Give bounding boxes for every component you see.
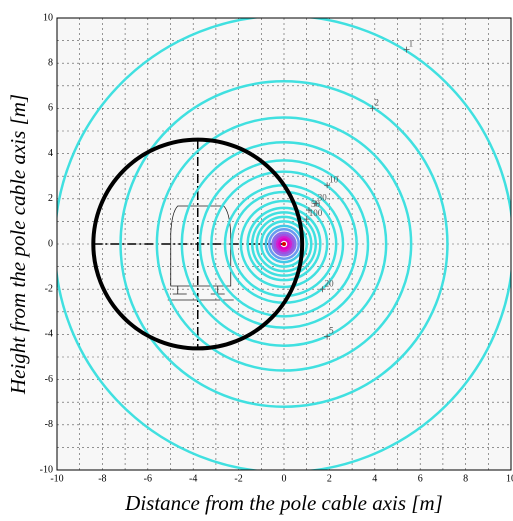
contour-label: 20 — [325, 278, 335, 288]
y-tick-label: -2 — [45, 283, 53, 294]
x-tick-label: -2 — [234, 473, 242, 484]
chart: 12510203050100 Distance from the pole ca… — [0, 0, 513, 521]
y-tick-label: -4 — [45, 329, 53, 340]
contour-label: 5 — [329, 326, 334, 336]
x-tick-label: 4 — [372, 473, 377, 484]
x-tick-label: 0 — [282, 473, 287, 484]
x-tick-label: 10 — [506, 473, 513, 484]
contour-label: 1 — [409, 39, 414, 49]
y-tick-label: 8 — [48, 57, 53, 68]
y-axis-label: Height from the pole cable axis [m] — [6, 94, 30, 395]
contour-label: 10 — [329, 174, 339, 184]
contour-label: 2 — [375, 97, 380, 107]
y-tick-label: 0 — [48, 238, 53, 249]
x-tick-label: -4 — [189, 473, 197, 484]
cable — [282, 242, 286, 246]
y-tick-label: 4 — [48, 148, 53, 159]
y-tick-label: 10 — [43, 12, 53, 23]
x-tick-label: 8 — [463, 473, 468, 484]
y-tick-label: 2 — [48, 193, 53, 204]
y-tick-label: 6 — [48, 103, 53, 114]
x-tick-label: 6 — [418, 473, 423, 484]
x-axis-label: Distance from the pole cable axis [m] — [124, 491, 443, 515]
y-tick-label: -8 — [45, 419, 53, 430]
x-tick-label: 2 — [327, 473, 332, 484]
y-tick-label: -6 — [45, 374, 53, 385]
y-tick-label: -10 — [40, 464, 53, 475]
contour-label: 100 — [309, 208, 323, 218]
x-tick-label: -6 — [144, 473, 152, 484]
x-tick-label: -8 — [98, 473, 106, 484]
